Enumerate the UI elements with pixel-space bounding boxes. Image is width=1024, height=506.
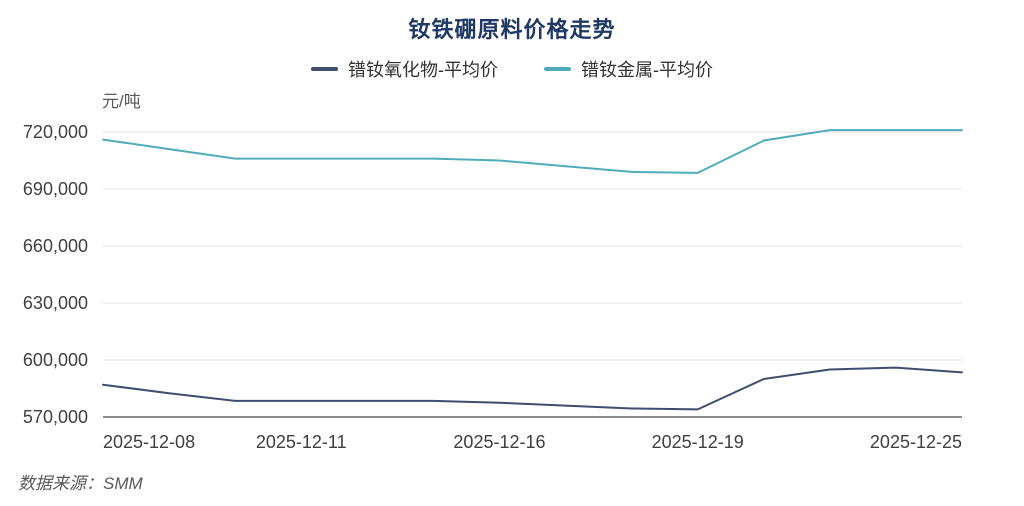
legend: 镨钕氧化物-平均价 镨钕金属-平均价 — [0, 56, 1024, 82]
legend-item-metal[interactable]: 镨钕金属-平均价 — [544, 56, 713, 82]
y-axis-unit-label: 元/吨 — [102, 92, 141, 111]
legend-swatch-oxide-icon — [311, 67, 338, 71]
y-tick-label: 570,000 — [23, 407, 88, 427]
x-tick-label: 2025-12-16 — [453, 432, 545, 452]
series-line-metal — [102, 129, 963, 174]
chart-title: 钕铁硼原料价格走势 — [408, 17, 616, 42]
x-tick-label: 2025-12-25 — [870, 432, 962, 452]
series-line-oxide — [102, 366, 963, 411]
x-tick-label: 2025-12-11 — [256, 432, 347, 452]
y-tick-label: 660,000 — [23, 236, 88, 256]
price-trend-line-chart: 570,000 600,000 630,000 660,000 690,000 720,0… — [23, 122, 963, 452]
legend-label-metal: 镨钕金属-平均价 — [581, 60, 713, 80]
y-tick-label: 720,000 — [23, 122, 88, 142]
legend-swatch-metal-icon — [544, 67, 571, 71]
x-tick-label: 2025-12-08 — [103, 432, 195, 452]
y-tick-label: 600,000 — [23, 350, 88, 370]
y-tick-label: 630,000 — [23, 293, 88, 313]
legend-item-oxide[interactable]: 镨钕氧化物-平均价 — [311, 56, 498, 82]
legend-label-oxide: 镨钕氧化物-平均价 — [348, 60, 498, 80]
x-tick-label: 2025-12-19 — [652, 432, 744, 452]
data-source-note: 数据来源：SMM — [18, 474, 143, 493]
y-tick-label: 690,000 — [23, 179, 88, 199]
